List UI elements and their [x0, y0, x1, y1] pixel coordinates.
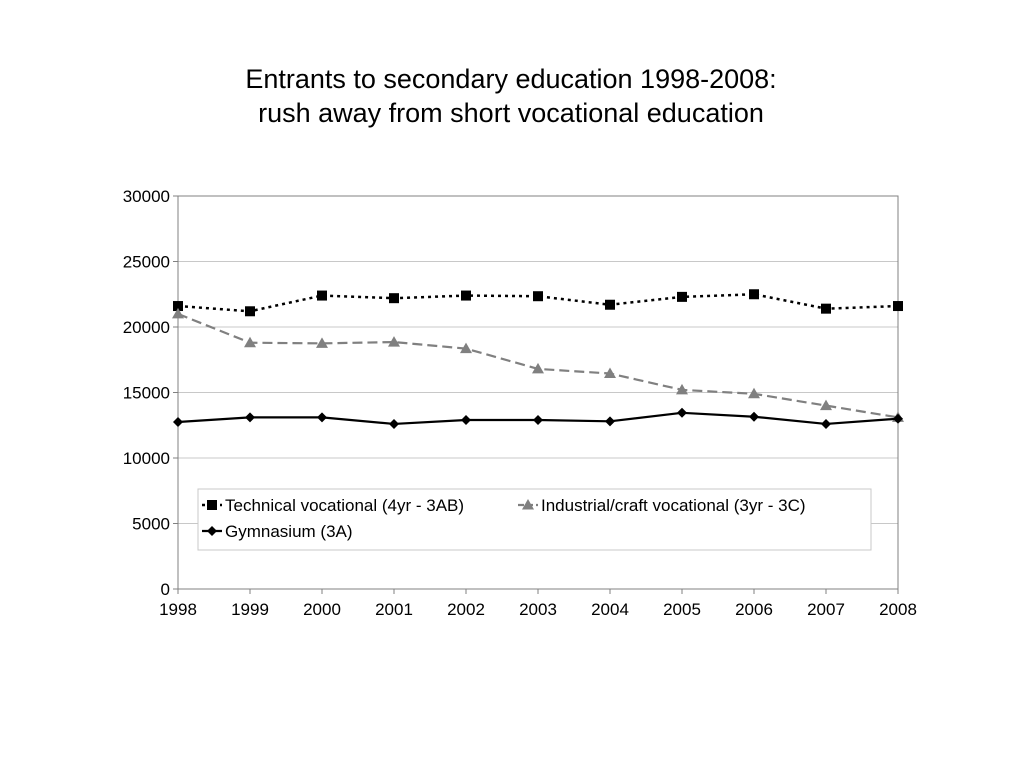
x-tick-label: 2008 — [879, 600, 917, 619]
series — [172, 289, 904, 429]
legend-label: Industrial/craft vocational (3yr - 3C) — [541, 496, 806, 515]
data-point — [676, 383, 688, 395]
data-point — [533, 415, 543, 426]
data-point — [893, 301, 903, 312]
data-point — [749, 411, 759, 422]
x-tick-label: 2002 — [447, 600, 485, 619]
series-2 — [172, 307, 904, 422]
legend-swatch-marker — [522, 499, 534, 510]
x-tick-label: 2007 — [807, 600, 845, 619]
data-point — [532, 362, 544, 374]
legend-label: Technical vocational (4yr - 3AB) — [225, 496, 464, 515]
data-point — [820, 399, 832, 411]
data-point — [245, 412, 255, 423]
y-tick-label: 30000 — [123, 187, 170, 206]
data-point — [461, 290, 471, 301]
y-tick-label: 20000 — [123, 318, 170, 337]
legend-label: Gymnasium (3A) — [225, 522, 353, 541]
x-tick-label: 1999 — [231, 600, 269, 619]
data-point — [317, 412, 327, 423]
chart-title-line-1: Entrants to secondary education 1998-200… — [245, 64, 776, 94]
x-tick-label: 2000 — [303, 600, 341, 619]
legend-box — [197, 488, 872, 551]
x-tick-label: 2001 — [375, 600, 413, 619]
data-point — [605, 299, 615, 310]
data-point — [389, 418, 399, 429]
data-point — [604, 367, 616, 379]
series-1 — [173, 289, 903, 317]
data-point — [244, 336, 256, 348]
legend: Technical vocational (4yr - 3AB) Industri… — [197, 488, 872, 551]
data-point — [533, 291, 543, 302]
data-point — [821, 418, 831, 429]
legend-swatch-marker — [207, 526, 217, 536]
data-point — [173, 301, 183, 312]
data-point — [317, 290, 327, 301]
x-tick-label: 2003 — [519, 600, 557, 619]
series-3 — [173, 407, 903, 429]
x-tick-label: 2005 — [663, 600, 701, 619]
legend-entry: Technical vocational (4yr - 3AB) — [202, 496, 464, 515]
data-point — [821, 303, 831, 314]
axes: 0 5000 10000 15000 20000 25000 30000 1998 1999 20… — [123, 187, 917, 619]
data-point — [245, 306, 255, 317]
y-tick-label: 10000 — [123, 449, 170, 468]
chart-title-line-2: rush away from short vocational educatio… — [258, 98, 764, 128]
data-point — [748, 387, 760, 399]
data-point — [749, 289, 759, 300]
data-point — [172, 307, 184, 319]
data-point — [677, 291, 687, 302]
y-tick-label: 5000 — [132, 515, 170, 534]
data-point — [605, 416, 615, 427]
legend-entry: Gymnasium (3A) — [202, 522, 353, 541]
y-tick-label: 0 — [161, 580, 170, 599]
data-point — [461, 415, 471, 426]
legend-swatch-marker — [207, 500, 217, 510]
data-point — [893, 413, 903, 424]
series-line — [177, 293, 899, 313]
y-tick-label: 25000 — [123, 253, 170, 272]
data-point — [677, 407, 687, 418]
x-tick-label: 1998 — [159, 600, 197, 619]
x-tick-label: 2006 — [735, 600, 773, 619]
data-point — [388, 336, 400, 347]
data-point — [460, 342, 472, 354]
data-point — [173, 416, 183, 427]
data-point — [316, 337, 328, 348]
chart-title: Entrants to secondary education 1998-200… — [245, 64, 776, 128]
data-point — [389, 293, 399, 304]
legend-entry: Industrial/craft vocational (3yr - 3C) — [518, 496, 806, 515]
x-tick-label: 2004 — [591, 600, 629, 619]
y-tick-label: 15000 — [123, 384, 170, 403]
